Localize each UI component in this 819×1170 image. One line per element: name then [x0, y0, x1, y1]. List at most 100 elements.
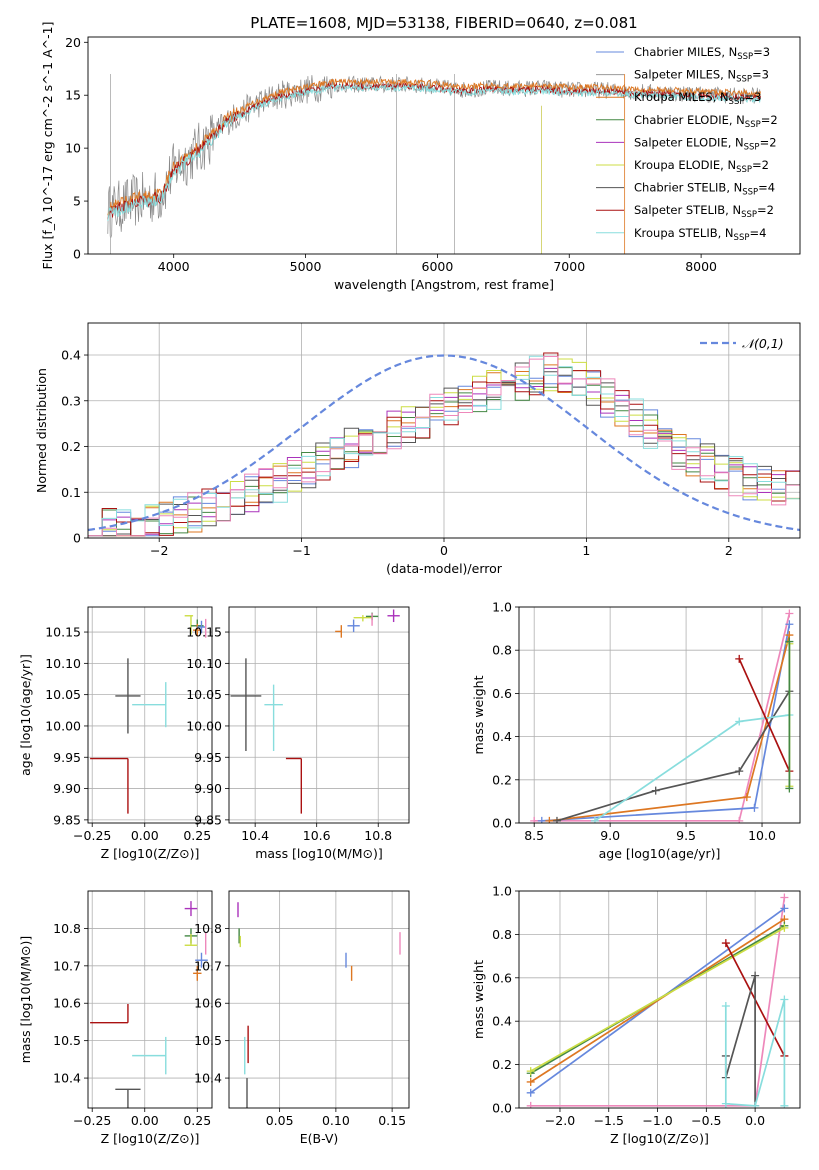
weight-marker — [780, 893, 789, 902]
axis-label-x: Z [log10(Z/Z⊙)] — [101, 846, 200, 861]
tick-label-y: 10.8 — [53, 921, 81, 936]
axes-frame — [228, 606, 410, 824]
panel-weight-vs-Z: −2.0 −1.5 −1.0 −0.5 0.0 0.0 0.2 0.4 0.6 0.8 1.0 Z [… — [471, 884, 801, 1146]
weight-marker — [530, 816, 539, 823]
tick-label-y: 0.6 — [492, 970, 512, 985]
legend-label: Kroupa STELIB, NSSP=4 — [634, 226, 766, 243]
weight-marker — [590, 816, 599, 823]
legend-value: =2 — [752, 158, 769, 172]
weight-marker — [785, 784, 794, 793]
tick-label-x: 4000 — [158, 259, 190, 274]
weight-marker — [780, 923, 789, 932]
tick-label-y: 10.7 — [53, 958, 81, 973]
errorbar-point — [193, 623, 202, 637]
axis-label-y: mass [log10(M/M⊙)] — [18, 936, 33, 1064]
tick-label-y: 0 — [73, 531, 81, 546]
tick-label-y: 15 — [65, 88, 81, 103]
tick-label-x: 9.0 — [600, 828, 620, 843]
weight-marker — [780, 904, 789, 913]
legend-subscript: SSP — [736, 165, 752, 175]
tick-label-y: 9.85 — [53, 812, 81, 827]
axes-frame — [87, 36, 801, 255]
weight-marker — [780, 1101, 789, 1108]
tick-label-y: 0.4 — [492, 729, 512, 744]
errorbar-point — [335, 625, 343, 638]
tick-label-x: 8.5 — [524, 828, 544, 843]
panel-weight-vs-age: 8.5 9.0 9.5 10.0 0.0 0.2 0.4 0.6 0.8 1.0 age [log1… — [471, 600, 801, 861]
weight-marker — [721, 1099, 730, 1108]
tick-label-y: 0.2 — [492, 1057, 512, 1072]
weight-marker — [721, 1002, 730, 1011]
plot-spectrum — [107, 74, 761, 254]
legend-value: =4 — [758, 181, 775, 195]
panel-age-vs-mass: 10.4 10.6 10.8 9.85 9.90 9.95 10.00 10.05 10.10 1… — [186, 606, 410, 861]
weight-marker — [721, 939, 730, 948]
tick-label-y: 10.4 — [53, 1071, 81, 1086]
weight-marker — [785, 637, 794, 646]
weight-marker — [735, 816, 744, 823]
tick-label-y: 0.6 — [492, 686, 512, 701]
tick-label-x: −2 — [150, 543, 168, 558]
errorbar-point — [115, 1088, 141, 1108]
weight-marker — [780, 995, 789, 1004]
tick-label-y: 10.10 — [186, 656, 222, 671]
weight-marker — [526, 1088, 535, 1097]
tick-label-y: 0.4 — [61, 348, 81, 363]
tick-label-y: 0.4 — [492, 1014, 512, 1029]
weight-marker — [545, 816, 554, 823]
legend-value: =3 — [753, 45, 770, 59]
tick-label-y: 10.5 — [53, 1033, 81, 1048]
tick-label-y: 9.95 — [53, 750, 81, 765]
axis-label-x: (data-model)/error — [386, 561, 503, 576]
legend-label: Salpeter STELIB, NSSP=2 — [634, 203, 774, 220]
grid-age-vs-mass — [229, 607, 409, 823]
tick-label-y: 10.6 — [194, 996, 222, 1011]
gaussian-curve — [88, 354, 800, 532]
tick-label-x: −0.25 — [73, 1113, 111, 1128]
legend-subscript: SSP — [742, 188, 758, 198]
weight-marker — [751, 1101, 760, 1108]
tick-label-x: 9.5 — [676, 828, 696, 843]
legend-label: Kroupa ELODIE, NSSP=2 — [634, 158, 769, 175]
axes-frame — [87, 606, 213, 824]
legend-value: =2 — [760, 135, 777, 149]
spectrum-model-line — [107, 77, 761, 216]
weight-marker — [526, 1067, 535, 1076]
weight-line — [541, 624, 791, 822]
tick-label-x: 0.0 — [745, 1113, 765, 1128]
tick-label-y: 0.8 — [492, 927, 512, 942]
plot-weight-vs-Z — [526, 893, 789, 1108]
tick-label-y: 10.5 — [194, 1033, 222, 1048]
plot-residuals — [88, 352, 800, 538]
tick-label-y: 10.10 — [45, 656, 81, 671]
weight-marker — [651, 786, 660, 795]
tick-label-y: 1.0 — [492, 884, 512, 899]
errorbar-point — [184, 901, 198, 917]
axes-frame — [87, 322, 801, 539]
weight-line — [549, 634, 791, 822]
panel-residuals: −2 −1 0 1 2 0 0.1 0.2 0.3 0.4 (data-model)/error No… — [34, 322, 801, 576]
tick-label-y: 10.15 — [186, 625, 222, 640]
tick-label-y: 9.90 — [53, 781, 81, 796]
axis-label-y: age [log10(age/yr)] — [18, 654, 33, 776]
legend-label: 𝒩(0,1) — [742, 336, 784, 351]
tick-label-x: −1.5 — [594, 1113, 624, 1128]
tick-label-x: −1 — [292, 543, 310, 558]
tick-label-x: 0.05 — [266, 1113, 294, 1128]
tick-label-x: −0.5 — [691, 1113, 721, 1128]
errorbar-point — [132, 1036, 167, 1075]
errorbar-point — [285, 757, 303, 814]
panel-mass-vs-Z: −0.25 0.00 0.25 10.4 10.5 10.6 10.7 10.8 Z [log1… — [18, 890, 213, 1146]
tick-label-x: 10.4 — [241, 828, 269, 843]
legend-label: Chabrier STELIB, NSSP=4 — [634, 181, 775, 198]
tick-label-x: 6000 — [422, 259, 454, 274]
legend-subscript: SSP — [745, 120, 761, 130]
tick-label-x: 1 — [582, 543, 590, 558]
axis-label-y: mass weight — [471, 675, 486, 754]
tick-label-x: −0.25 — [73, 828, 111, 843]
weight-marker — [552, 816, 561, 823]
tick-label-x: −1.0 — [642, 1113, 672, 1128]
grid-mass-vs-ebv — [229, 891, 409, 1108]
legend-label: Salpeter MILES, NSSP=3 — [634, 68, 769, 85]
tick-label-y: 9.95 — [194, 750, 222, 765]
